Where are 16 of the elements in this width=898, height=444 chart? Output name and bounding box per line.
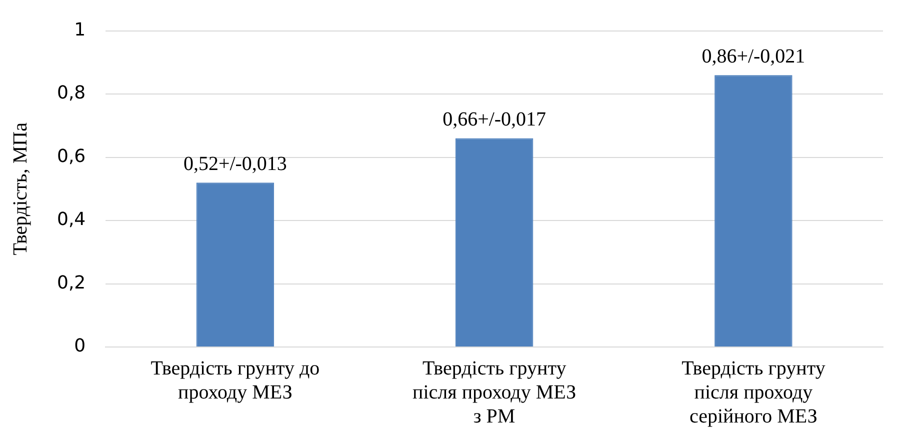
y-tick-label: 1 — [74, 19, 86, 40]
data-label: 0,86+/-0,021 — [702, 45, 806, 68]
x-tick-label: Твердість грунту до проходу МЕЗ — [150, 357, 320, 404]
bar — [196, 182, 274, 346]
y-tick-label: 0,4 — [56, 209, 86, 230]
bar — [455, 138, 534, 346]
x-tick-label: Твердість грунту після проходу МЕЗ з РМ — [412, 357, 576, 428]
y-tick-label: 0,6 — [56, 146, 86, 167]
data-label: 0,66+/-0,017 — [442, 108, 546, 131]
y-tick-label: 0 — [74, 336, 86, 357]
bar — [714, 75, 792, 346]
data-label: 0,52+/-0,013 — [183, 152, 287, 175]
y-tick-label: 0,8 — [56, 82, 86, 104]
y-tick-label: 0,2 — [56, 272, 86, 294]
y-axis-title: Твердість, МПа — [9, 122, 32, 256]
x-tick-label: Твердість грунту після проходу серійного МЕЗ — [682, 357, 826, 428]
